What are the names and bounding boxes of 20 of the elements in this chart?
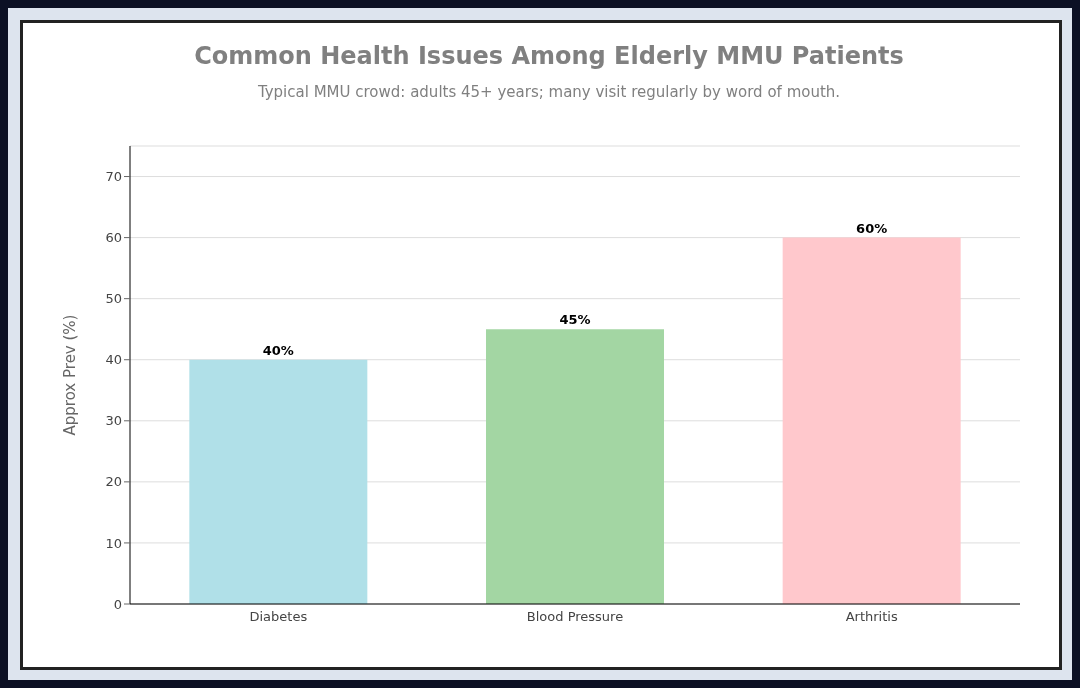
- chart-subtitle: Typical MMU crowd: adults 45+ years; many visit regularly by word of mouth.: [256, 83, 842, 101]
- y-tick-label: 40: [105, 352, 122, 368]
- y-tick-label: 70: [105, 169, 122, 185]
- y-tick-label: 50: [105, 291, 122, 307]
- y-tick-label: 0: [113, 596, 122, 612]
- bar: [782, 237, 961, 604]
- x-tick-label: Diabetes: [249, 609, 308, 625]
- bar: [189, 359, 368, 604]
- y-axis-title: Approx Prev (%): [61, 314, 80, 436]
- bar: [486, 329, 664, 604]
- data-label: 45%: [559, 312, 591, 328]
- x-tick-label: Blood Pressure: [526, 609, 624, 625]
- data-label: 60%: [856, 220, 888, 236]
- y-tick-label: 10: [105, 535, 122, 551]
- data-label: 40%: [262, 342, 294, 358]
- chart-title: Common Health Issues Among Elderly MMU Patients: [193, 42, 905, 70]
- y-tick-label: 20: [105, 474, 122, 490]
- x-tick-label: Arthritis: [845, 609, 898, 625]
- y-tick-label: 30: [105, 413, 122, 429]
- y-tick-label: 60: [105, 230, 122, 246]
